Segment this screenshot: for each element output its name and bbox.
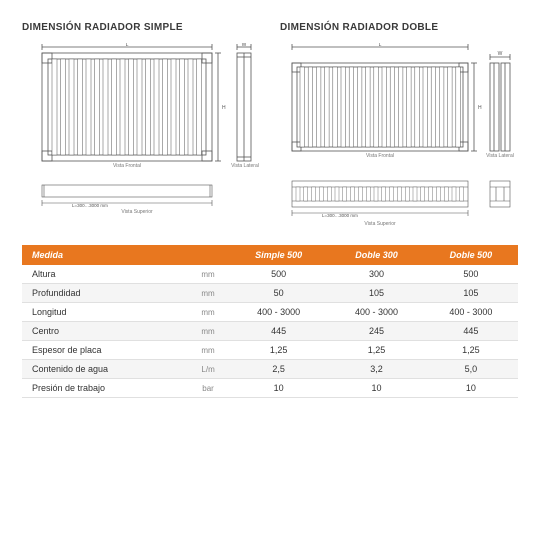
table-row: Espesor de placamm1,251,251,25 (22, 341, 518, 360)
double-top-area: L=300…3000 mm Vista Superior (280, 179, 518, 227)
table-cell: Altura (22, 265, 188, 284)
table-cell: 500 (424, 265, 518, 284)
table-cell: Presión de trabajo (22, 379, 188, 398)
double-front-caption: Vista Frontal (292, 153, 468, 159)
table-cell: 400 - 3000 (329, 303, 423, 322)
spec-table-head: Medida Simple 500 Doble 300 Doble 500 (22, 245, 518, 265)
table-row: Longitudmm400 - 3000400 - 3000400 - 3000 (22, 303, 518, 322)
table-cell: 105 (424, 284, 518, 303)
th-simple500: Simple 500 (228, 245, 330, 265)
table-cell: 1,25 (329, 341, 423, 360)
svg-text:H: H (478, 105, 482, 111)
table-cell: 5,0 (424, 360, 518, 379)
table-cell: 10 (228, 379, 330, 398)
table-cell: 445 (228, 322, 330, 341)
th-doble500: Doble 500 (424, 245, 518, 265)
th-medida: Medida (22, 245, 188, 265)
table-cell: 500 (228, 265, 330, 284)
table-row: Presión de trabajobar101010 (22, 379, 518, 398)
double-front-wrap: L H (280, 43, 518, 173)
th-unit (188, 245, 227, 265)
table-row: Centromm445245445 (22, 322, 518, 341)
svg-text:W: W (242, 43, 247, 48)
table-cell: 1,25 (228, 341, 330, 360)
simple-top-range: L=300…3000 mm (72, 203, 108, 208)
table-cell: 300 (329, 265, 423, 284)
table-cell: Longitud (22, 303, 188, 322)
spec-table: Medida Simple 500 Doble 300 Doble 500 Al… (22, 245, 518, 398)
table-cell: 445 (424, 322, 518, 341)
double-top-svg: L=300…3000 mm (280, 179, 518, 221)
diagram-simple-title: DIMENSIÓN RADIADOR SIMPLE (22, 22, 260, 33)
double-top-caption: Vista Superior (292, 221, 468, 227)
table-row: Contenido de aguaL/m2,53,25,0 (22, 360, 518, 379)
simple-side-caption: Vista Lateral (230, 163, 260, 169)
diagrams-row: DIMENSIÓN RADIADOR SIMPLE L (22, 22, 518, 227)
table-cell: 400 - 3000 (228, 303, 330, 322)
table-cell: mm (188, 322, 227, 341)
svg-text:L: L (126, 43, 129, 48)
table-cell: 10 (329, 379, 423, 398)
th-doble300: Doble 300 (329, 245, 423, 265)
table-cell: mm (188, 341, 227, 360)
table-cell: L/m (188, 360, 227, 379)
diagram-simple: DIMENSIÓN RADIADOR SIMPLE L (22, 22, 260, 227)
table-row: Alturamm500300500 (22, 265, 518, 284)
table-cell: 400 - 3000 (424, 303, 518, 322)
simple-top-area: L=300…3000 mm Vista Superior (22, 179, 260, 215)
diagram-double: DIMENSIÓN RADIADOR DOBLE L (280, 22, 518, 227)
svg-text:H: H (222, 105, 226, 111)
table-cell: 10 (424, 379, 518, 398)
double-side-caption: Vista Lateral (485, 153, 515, 159)
simple-front-wrap: L H (22, 43, 260, 173)
svg-text:W: W (498, 51, 503, 57)
simple-front-svg: L H (22, 43, 260, 173)
table-cell: 245 (329, 322, 423, 341)
table-cell: Espesor de placa (22, 341, 188, 360)
diagram-double-title: DIMENSIÓN RADIADOR DOBLE (280, 22, 518, 33)
table-row: Profundidadmm50105105 (22, 284, 518, 303)
table-cell: Centro (22, 322, 188, 341)
simple-front-caption: Vista Frontal (42, 163, 212, 169)
spec-table-body: Alturamm500300500Profundidadmm50105105Lo… (22, 265, 518, 398)
table-cell: mm (188, 303, 227, 322)
table-cell: mm (188, 265, 227, 284)
simple-top-caption: Vista Superior (42, 209, 232, 215)
table-cell: Contenido de agua (22, 360, 188, 379)
table-cell: 2,5 (228, 360, 330, 379)
svg-text:L: L (379, 43, 382, 48)
table-cell: bar (188, 379, 227, 398)
table-cell: 50 (228, 284, 330, 303)
table-cell: 1,25 (424, 341, 518, 360)
table-cell: 105 (329, 284, 423, 303)
table-cell: 3,2 (329, 360, 423, 379)
simple-top-svg: L=300…3000 mm (22, 179, 260, 209)
table-cell: mm (188, 284, 227, 303)
table-cell: Profundidad (22, 284, 188, 303)
svg-text:L=300…3000 mm: L=300…3000 mm (322, 213, 358, 218)
